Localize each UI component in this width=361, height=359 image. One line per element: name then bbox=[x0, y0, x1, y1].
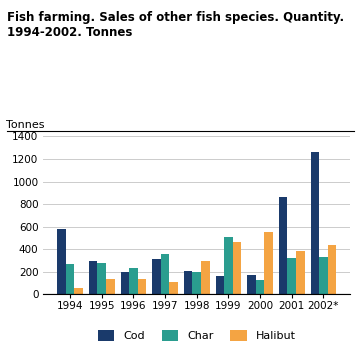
Text: Fish farming. Sales of other fish species. Quantity.
1994-2002. Tonnes: Fish farming. Sales of other fish specie… bbox=[7, 11, 344, 39]
Bar bbox=[256, 280, 264, 294]
Bar bbox=[184, 271, 192, 294]
Bar bbox=[106, 279, 114, 294]
Bar bbox=[121, 272, 129, 294]
Legend: Cod, Char, Halibut: Cod, Char, Halibut bbox=[93, 325, 300, 346]
Bar bbox=[192, 272, 201, 294]
Bar bbox=[129, 269, 138, 294]
Bar bbox=[264, 232, 273, 294]
Bar bbox=[310, 152, 319, 294]
Text: Tonnes: Tonnes bbox=[6, 120, 45, 130]
Bar bbox=[161, 254, 169, 294]
Bar bbox=[66, 265, 74, 294]
Bar bbox=[287, 258, 296, 294]
Bar bbox=[138, 279, 146, 294]
Bar bbox=[152, 259, 161, 294]
Bar bbox=[74, 288, 83, 294]
Bar bbox=[233, 242, 241, 294]
Bar bbox=[224, 237, 233, 294]
Bar bbox=[296, 251, 305, 294]
Bar bbox=[216, 276, 224, 294]
Bar bbox=[328, 245, 336, 294]
Bar bbox=[89, 261, 97, 294]
Bar bbox=[201, 261, 210, 294]
Bar bbox=[319, 257, 328, 294]
Bar bbox=[279, 197, 287, 294]
Bar bbox=[169, 282, 178, 294]
Bar bbox=[97, 263, 106, 294]
Bar bbox=[247, 275, 256, 294]
Bar bbox=[57, 229, 66, 294]
